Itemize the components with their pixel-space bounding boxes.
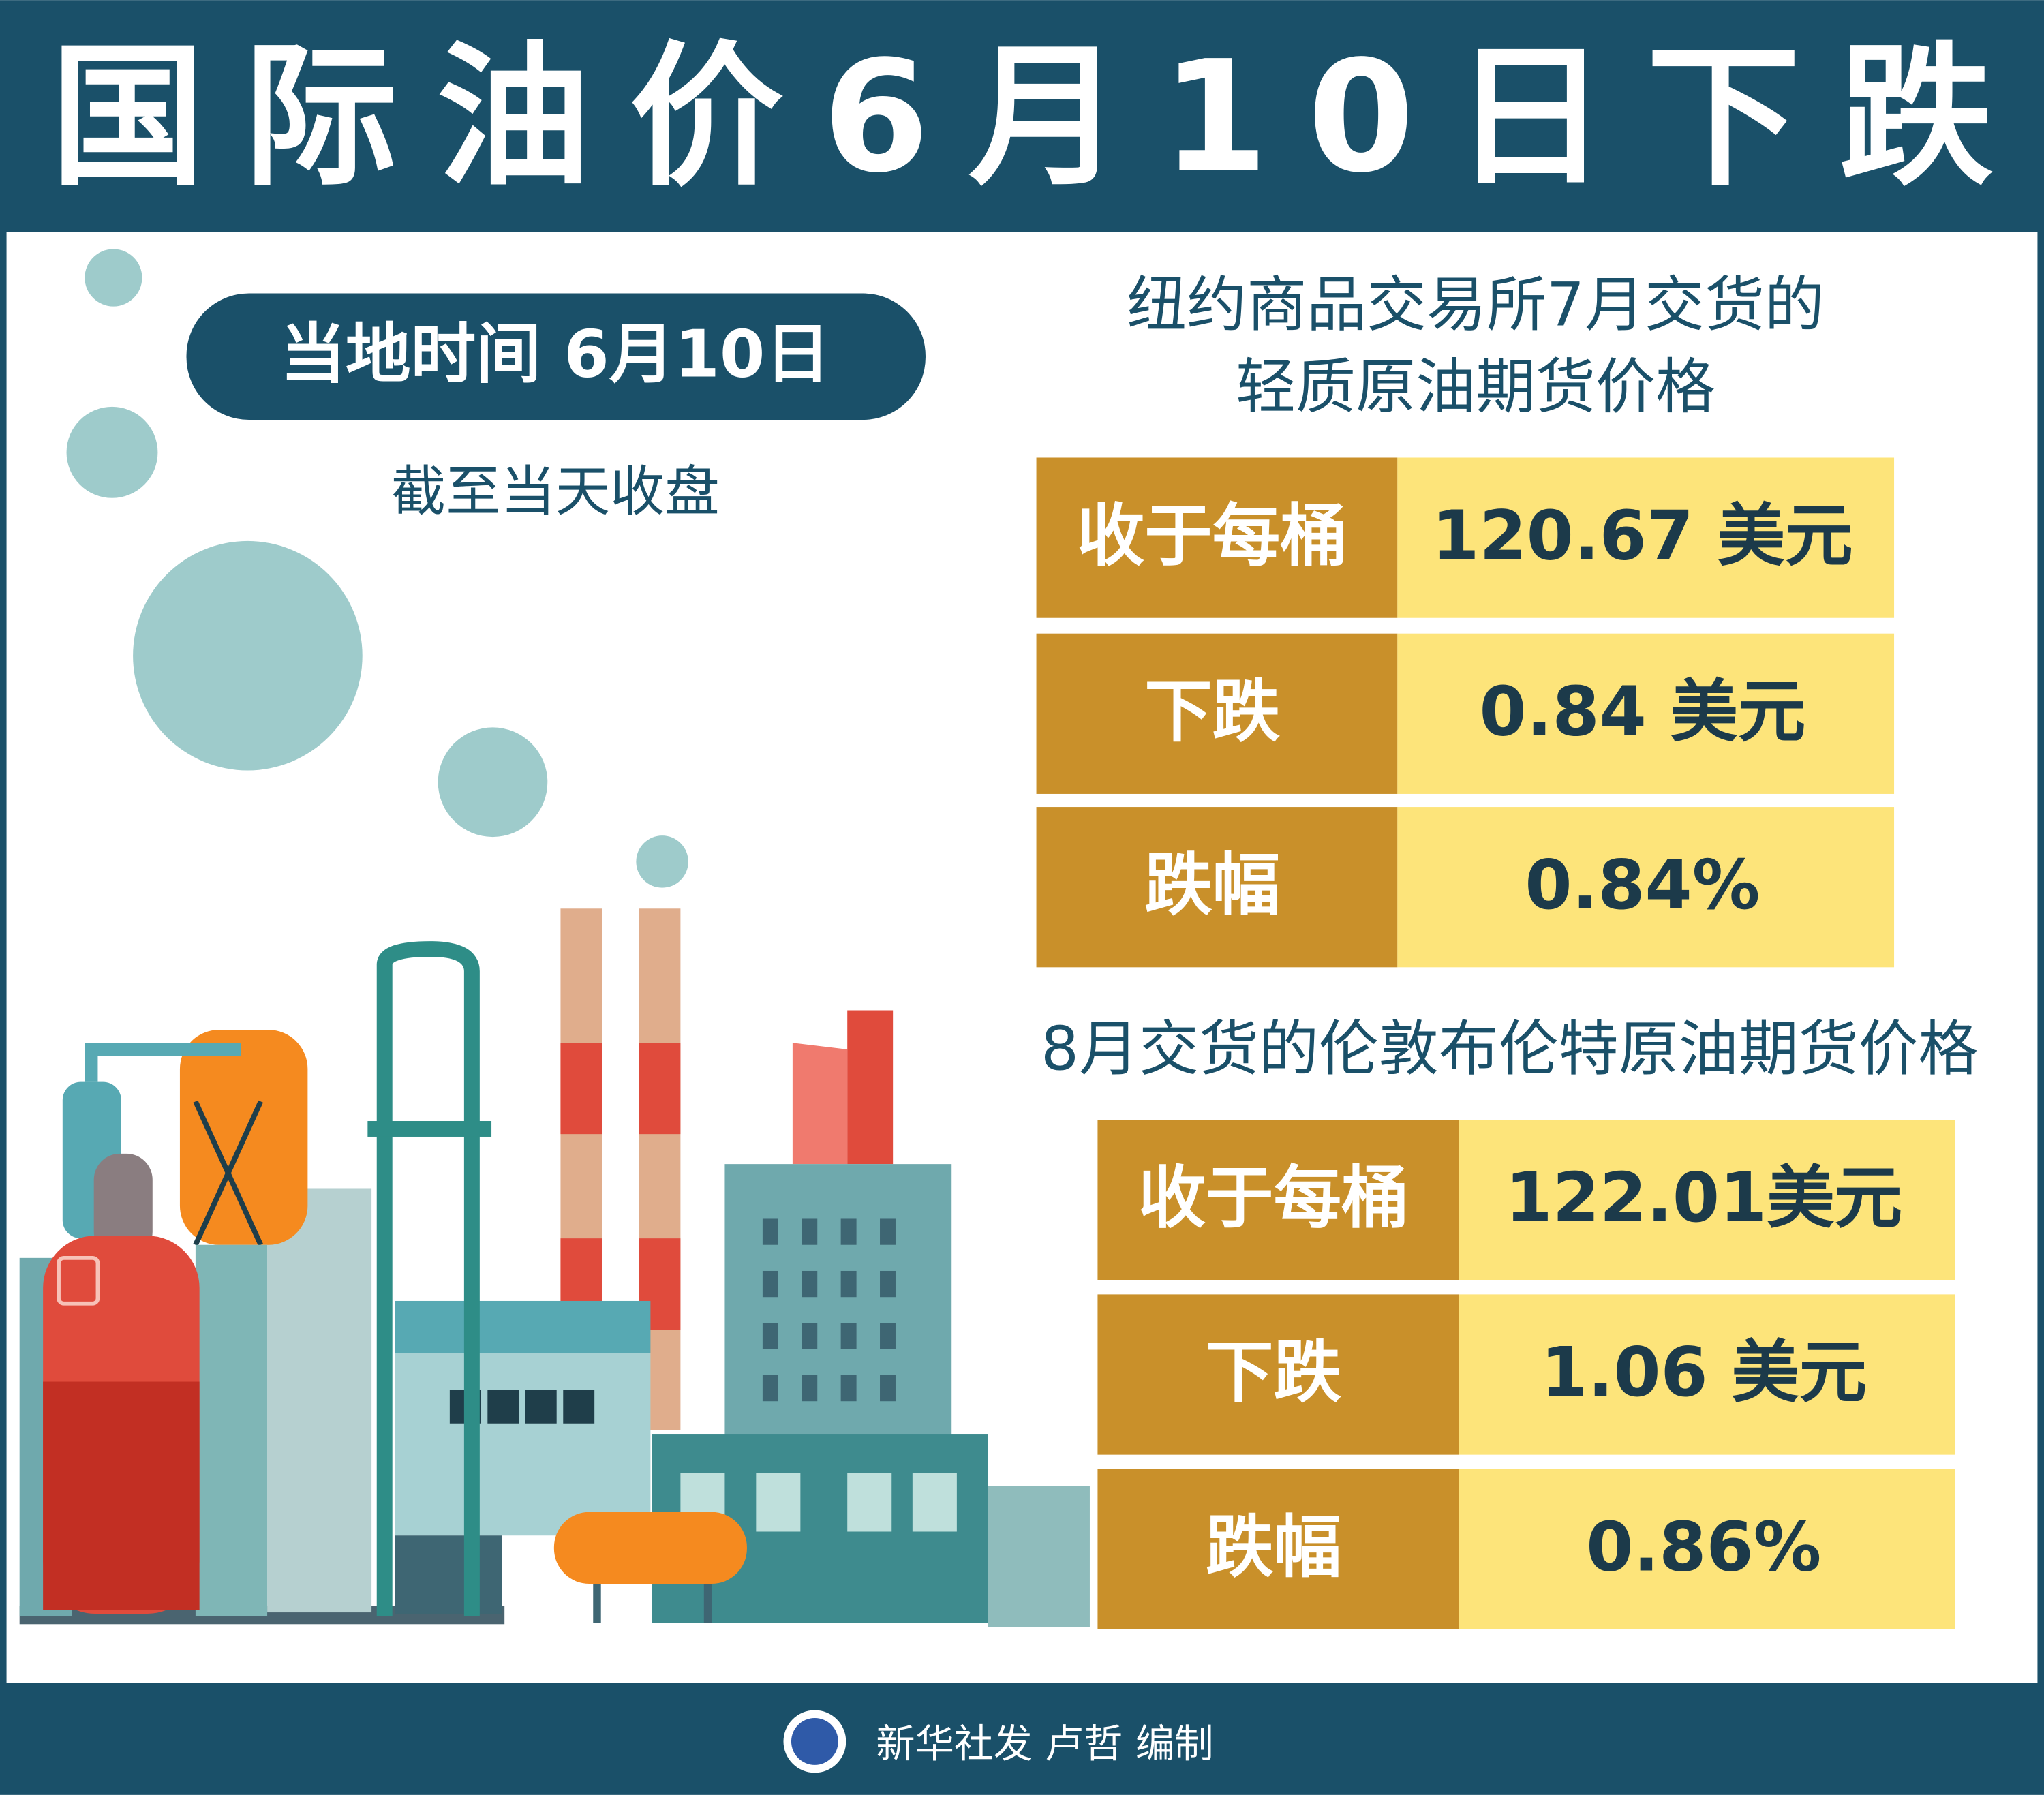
value-cell bbox=[1459, 1120, 1955, 1280]
label-cell bbox=[1097, 1120, 1459, 1280]
row-label: 收于每桶 bbox=[1138, 1159, 1409, 1238]
row-label: 收于每桶 bbox=[1077, 497, 1348, 575]
row-value: 120.67 美元 bbox=[1432, 497, 1852, 575]
value-cell bbox=[1397, 457, 1895, 618]
date-text: 当地时间 6月10日 bbox=[280, 316, 830, 392]
section-title: 轻质原油期货价格 bbox=[1236, 352, 1715, 422]
footer-credit: 新华社发 卢哲 编制 bbox=[876, 1721, 1213, 1767]
label-cell bbox=[1097, 1294, 1459, 1455]
note: 截至当天收盘 bbox=[391, 459, 720, 523]
section-title: 纽约商品交易所7月交货的 bbox=[1127, 269, 1825, 339]
row-value: 1.06 美元 bbox=[1540, 1334, 1867, 1412]
row-label: 跌幅 bbox=[1206, 1508, 1341, 1586]
label-cell bbox=[1036, 807, 1398, 968]
value-cell bbox=[1397, 633, 1895, 794]
row-value: 0.84 美元 bbox=[1479, 673, 1805, 751]
row-label: 跌幅 bbox=[1144, 846, 1280, 925]
label-cell bbox=[1036, 457, 1398, 618]
date-badge bbox=[186, 293, 926, 420]
row-label: 下跌 bbox=[1144, 673, 1280, 751]
section-title: 8月交货的伦敦布伦特原油期货价格 bbox=[1041, 1013, 1979, 1084]
value-cell bbox=[1459, 1469, 1955, 1629]
logo-inner bbox=[791, 1717, 838, 1765]
row-value: 0.84% bbox=[1525, 846, 1760, 925]
value-cell bbox=[1397, 807, 1895, 968]
label-cell bbox=[1097, 1469, 1459, 1629]
value-cell bbox=[1459, 1294, 1955, 1455]
row-value: 0.86% bbox=[1586, 1508, 1821, 1586]
label-cell bbox=[1036, 633, 1398, 794]
bubbles bbox=[66, 249, 688, 888]
row-value: 122.01美元 bbox=[1506, 1159, 1903, 1238]
factory-illustration bbox=[19, 908, 1090, 1627]
title: 国际油价6月10日下跌 bbox=[51, 29, 1994, 207]
row-label: 下跌 bbox=[1206, 1334, 1341, 1412]
